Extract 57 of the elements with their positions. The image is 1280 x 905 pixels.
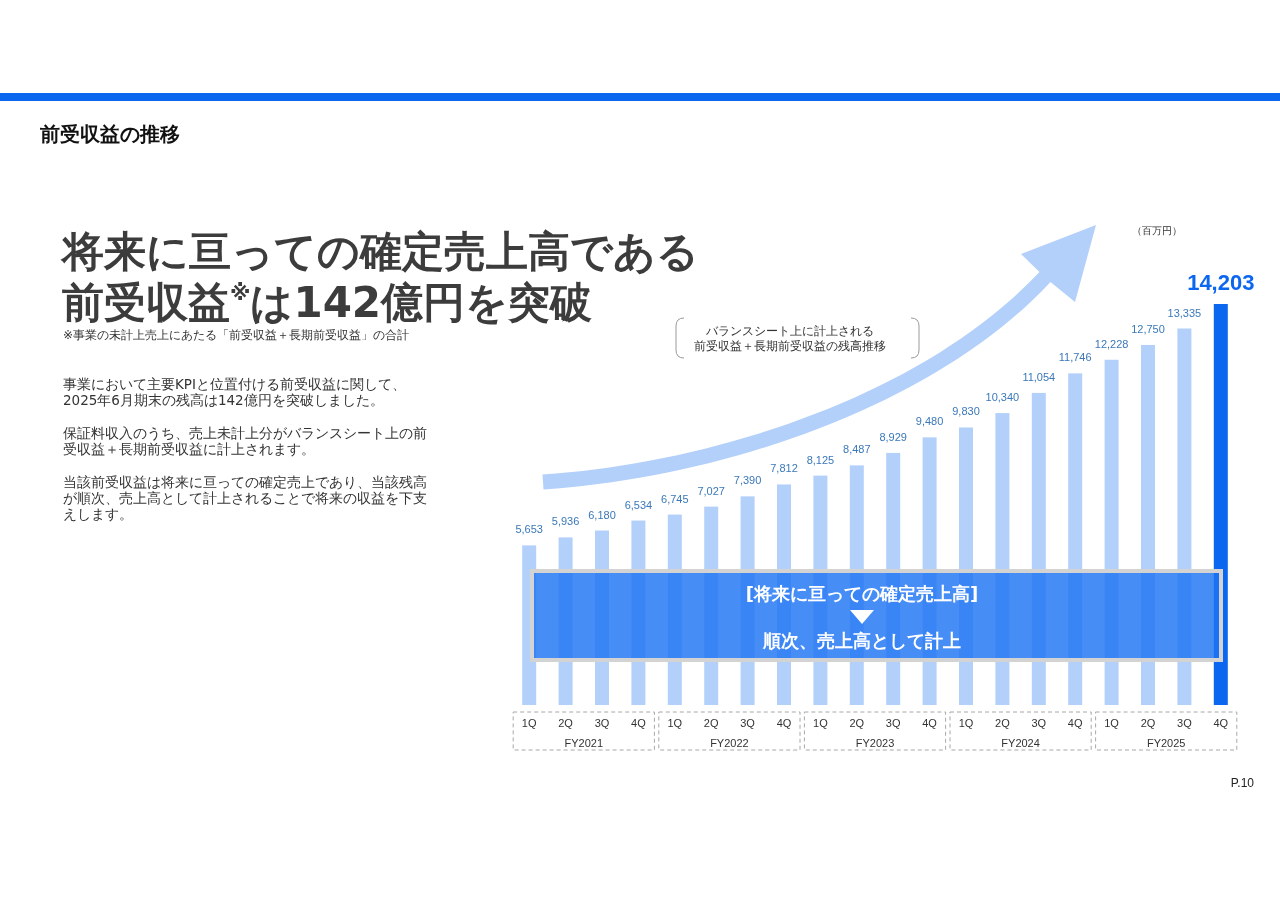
data-label: 11,746 (1058, 351, 1092, 364)
x-tick-label: 2Q (1140, 717, 1156, 729)
x-tick-label: 2Q (849, 717, 865, 729)
data-label: 11,054 (1022, 370, 1056, 383)
text: 事業において主要KPIと位置付ける前受収益に関して、2025年6月期末の残高は142億円を突破しました。 (63, 376, 407, 408)
text: P.10 (1230, 776, 1255, 790)
data-label: 8,125 (806, 453, 835, 466)
data-label: 6,745 (661, 492, 689, 505)
x-tick-label: 1Q (813, 717, 829, 729)
data-label: 6,534 (624, 498, 653, 511)
text: FY2022 (710, 737, 749, 749)
x-tick-label: 4Q (922, 717, 938, 729)
x-tick-label: 1Q (958, 717, 974, 729)
x-tick-label: 3Q (1177, 717, 1193, 729)
text: 当該前受収益は将来に亘っての確定売上であり、当該残高が順次、売上高として計上されることで将来の収益を下支えします。 (63, 474, 428, 522)
x-tick-label: 1Q (521, 717, 537, 729)
text: 保証料収入のうち、売上未計上分がバランスシート上の前受収益＋長期前受収益に計上されます。 (63, 425, 428, 457)
text: （百万円） (1132, 225, 1182, 236)
x-tick-label: 4Q (776, 717, 792, 729)
data-label: 10,340 (985, 391, 1020, 404)
data-label: 8,929 (879, 430, 907, 443)
text: 前受収益の推移 (40, 121, 180, 147)
text: ※事業の未計上売上にあたる「前受収益＋長期前受収益」の合計 (63, 328, 410, 343)
text: FY2025 (1146, 737, 1186, 749)
data-label: 8,487 (843, 443, 871, 456)
chart-subtitle: 将来に亘っての確定売上高である前受収益$^{※}$は142億円を突破 (62, 226, 700, 328)
annotation: [将来に亘っての確定売上高] (745, 583, 979, 604)
data-label: 12,228 (1094, 337, 1129, 350)
data-label: 7,390 (733, 474, 762, 487)
data-label: 12,750 (1131, 323, 1165, 336)
text: FY2021 (564, 737, 604, 749)
data-label: 9,830 (952, 405, 980, 418)
x-tick-label: 3Q (594, 717, 610, 729)
annotation: 順次、売上高として計上 (762, 630, 961, 651)
x-tick-label: 1Q (1104, 717, 1120, 729)
x-tick-label: 3Q (1031, 717, 1047, 729)
x-tick-label: 2Q (558, 717, 574, 729)
x-tick-label: 3Q (740, 717, 756, 729)
x-tick-label: 2Q (995, 717, 1011, 729)
x-tick-label: 4Q (1213, 717, 1229, 729)
data-label: 7,812 (770, 462, 798, 475)
x-tick-label: 3Q (885, 717, 901, 729)
data-label: 14,203 (1187, 270, 1255, 295)
text: FY2023 (855, 737, 895, 749)
data-label: 9,480 (915, 415, 944, 428)
x-tick-label: 4Q (1067, 717, 1083, 729)
annotation: 前受収益＋長期前受収益の残高推移 (694, 339, 886, 353)
text: FY2024 (1001, 737, 1040, 749)
x-tick-label: 2Q (703, 717, 719, 729)
data-label: 7,027 (697, 484, 725, 497)
data-label: 6,180 (588, 508, 616, 521)
x-tick-label: 1Q (667, 717, 683, 729)
x-tick-label: 4Q (631, 717, 647, 729)
data-label: 5,653 (515, 523, 543, 536)
annotation: バランスシート上に計上される (705, 324, 874, 338)
data-label: 13,335 (1167, 306, 1202, 319)
data-label: 5,936 (551, 515, 580, 528)
